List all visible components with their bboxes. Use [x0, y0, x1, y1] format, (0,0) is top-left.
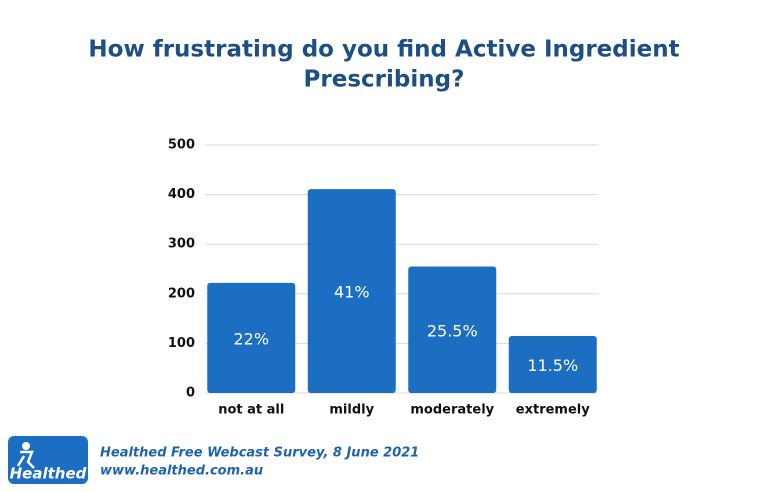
logo-icon — [22, 442, 30, 450]
x-tick-label: moderately — [410, 403, 494, 418]
y-tick-label: 500 — [168, 138, 195, 153]
chart-title: Prescribing? — [304, 67, 465, 93]
logo: Healthed — [8, 436, 88, 484]
logo-icon — [16, 450, 35, 469]
bar — [207, 282, 296, 393]
x-tick-label: mildly — [329, 403, 374, 418]
bar-label: 11.5% — [527, 356, 578, 375]
y-tick-label: 200 — [168, 286, 195, 301]
logo-text: Healthed — [10, 465, 87, 483]
bar-label: 22% — [233, 329, 269, 348]
footer-text: www.healthed.com.au — [100, 464, 263, 479]
y-tick-label: 0 — [186, 386, 195, 401]
bar — [508, 335, 597, 393]
y-tick-label: 400 — [168, 187, 195, 202]
footer-text: Healthed Free Webcast Survey, 8 June 202… — [100, 446, 419, 461]
x-tick-label: not at all — [218, 403, 284, 418]
bar — [408, 266, 497, 393]
y-tick-label: 100 — [168, 336, 195, 351]
x-tick-label: extremely — [516, 403, 590, 418]
bar-label: 25.5% — [427, 321, 478, 340]
y-tick-label: 300 — [168, 237, 195, 252]
bar — [307, 189, 396, 393]
chart-title: How frustrating do you find Active Ingre… — [88, 37, 679, 63]
bar-label: 41% — [334, 283, 370, 302]
